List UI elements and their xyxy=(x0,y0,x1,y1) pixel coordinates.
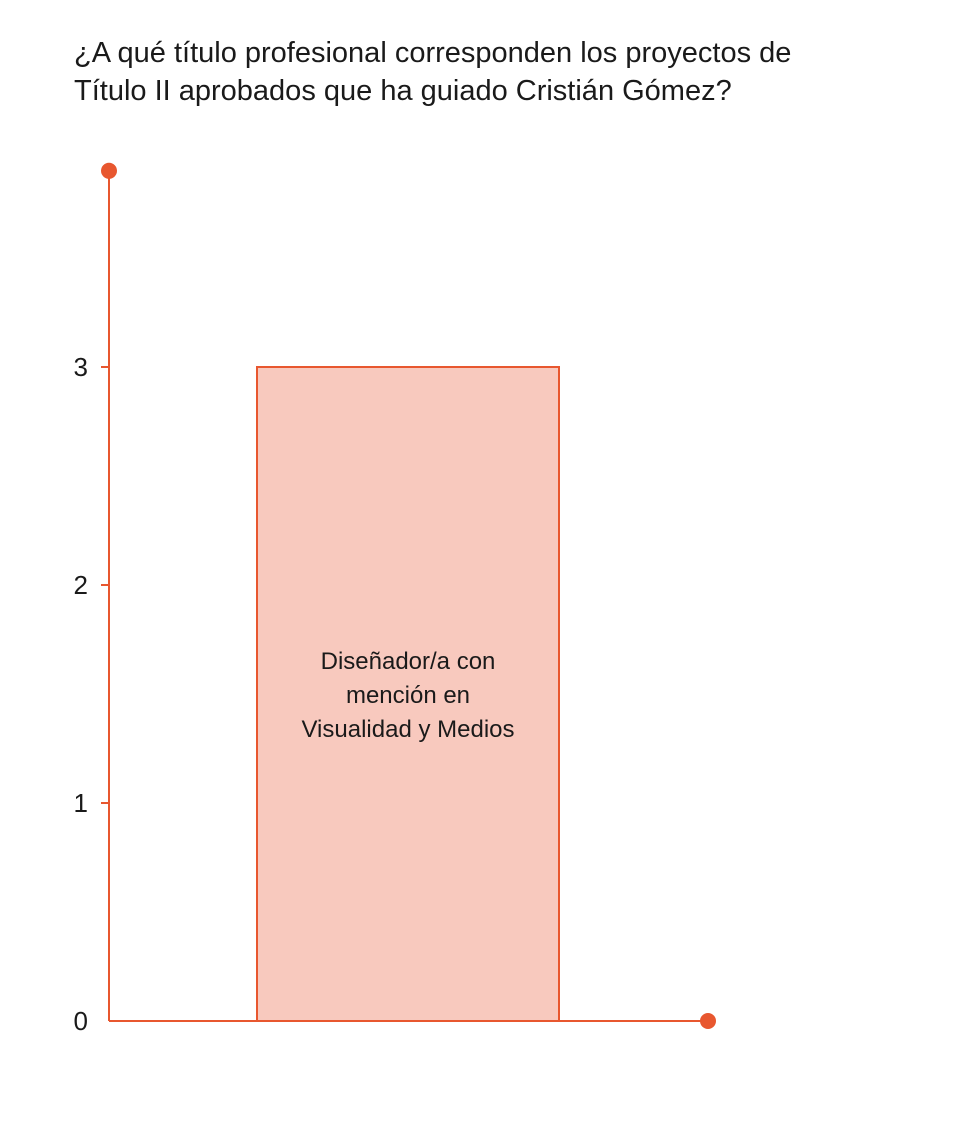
bar-category-label: Diseñador/a con xyxy=(321,648,496,675)
bar xyxy=(256,366,560,1022)
y-tick-label: 2 xyxy=(74,570,88,600)
bar-category-label: mención en xyxy=(346,682,470,709)
chart-title: ¿A qué título profesional corresponden l… xyxy=(74,34,934,110)
chart-title-line-2: Título II aprobados que ha guiado Cristi… xyxy=(74,75,732,107)
y-tick-label: 1 xyxy=(74,788,88,818)
x-axis-end-dot xyxy=(700,1013,716,1029)
y-axis-end-dot xyxy=(101,162,117,179)
chart-title-line-1: ¿A qué título profesional corresponden l… xyxy=(74,37,792,69)
y-tick-label: 0 xyxy=(74,1006,88,1036)
bar-category-label: Visualidad y Medios xyxy=(301,716,514,743)
y-tick-label: 3 xyxy=(74,352,88,382)
